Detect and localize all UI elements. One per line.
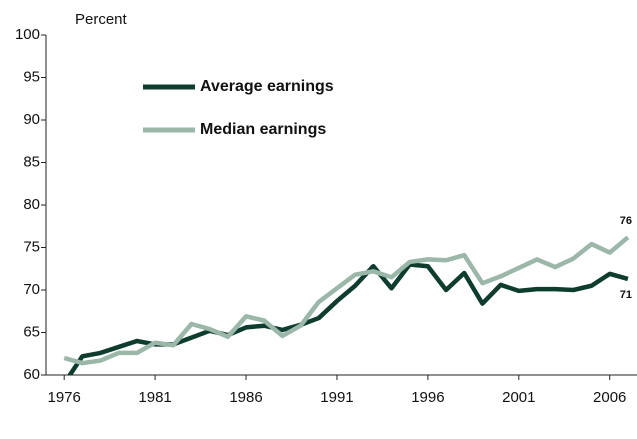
end-label: 76 — [620, 215, 632, 227]
x-tick-label: 2001 — [502, 389, 535, 406]
x-tick-label: 2006 — [593, 389, 626, 406]
y-tick-label: 65 — [23, 323, 40, 340]
series-line — [63, 235, 630, 366]
y-tick-label: 80 — [23, 196, 40, 213]
x-tick-label: 1996 — [411, 389, 444, 406]
end-label: 71 — [620, 289, 632, 301]
y-tick-label: 70 — [23, 281, 40, 298]
y-tick-label: 95 — [23, 68, 40, 85]
y-tick-label: 90 — [23, 111, 40, 128]
x-tick-label: 1981 — [138, 389, 171, 406]
x-tick-label: 1986 — [229, 389, 262, 406]
x-tick-label: 1976 — [47, 389, 80, 406]
y-tick-label: 60 — [23, 366, 40, 383]
x-tick-label: 1991 — [320, 389, 353, 406]
y-axis-label: Percent — [75, 11, 128, 28]
y-tick-label: 100 — [15, 26, 40, 43]
legend-label: Average earnings — [200, 78, 334, 95]
y-tick-label: 85 — [23, 153, 40, 170]
legend-label: Median earnings — [200, 121, 326, 138]
y-tick-label: 75 — [23, 238, 40, 255]
plot-area — [63, 235, 630, 375]
